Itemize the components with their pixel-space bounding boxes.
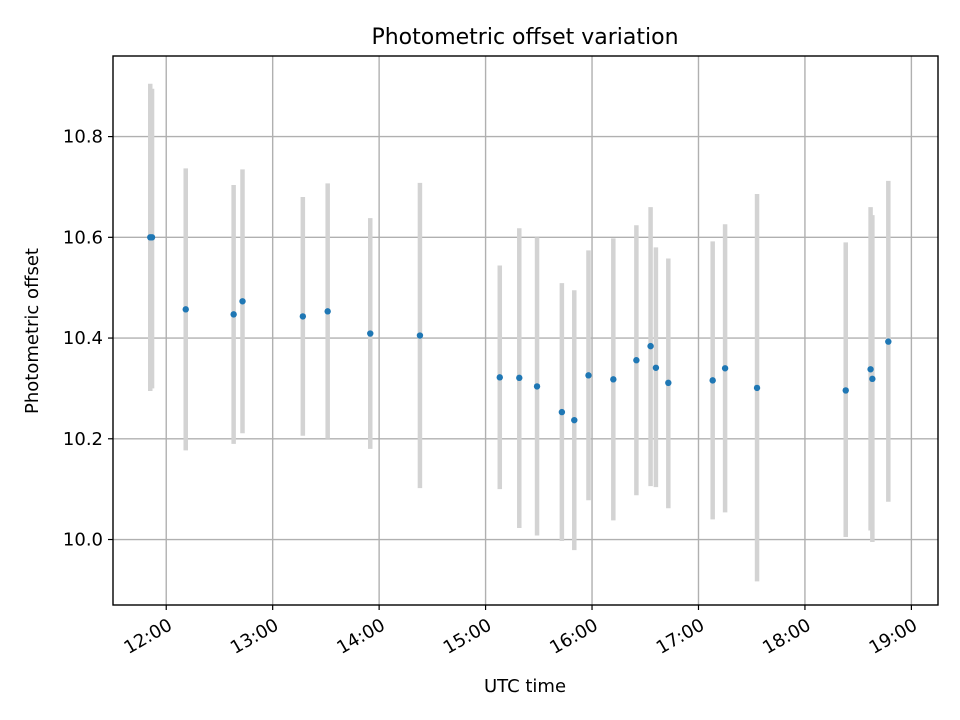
data-point [647,342,654,350]
data-point [558,408,566,416]
data-point [842,387,849,394]
data-point [324,308,331,315]
y-tick-label: 10.0 [63,530,103,551]
y-tick-label: 10.2 [63,429,103,450]
x-axis-label: UTC time [484,676,566,697]
data-point [230,311,237,318]
data-point [516,374,523,382]
data-point [367,330,374,337]
data-point [885,338,892,345]
data-point [753,384,761,392]
data-point [533,383,541,390]
data-point [571,416,578,424]
chart-title: Photometric offset variation [371,25,678,50]
plot-frame [112,55,939,606]
y-tick-label: 10.8 [63,127,103,148]
y-tick-label: 10.4 [63,328,103,349]
data-point [610,376,617,383]
y-tick-label: 10.6 [63,227,103,248]
data-point [709,377,716,384]
data-point [585,372,592,379]
data-point [299,313,307,320]
data-point [416,332,424,339]
data-point [665,379,672,387]
data-point [239,298,246,305]
y-axis-label: Photometric offset [22,248,43,414]
data-point [148,234,156,241]
data-point [867,366,874,373]
data-point [721,365,729,372]
grid [113,56,938,605]
data-point [652,364,660,371]
data-point [182,306,189,313]
data-point [633,357,640,364]
data-points [147,234,892,424]
data-point [869,375,876,383]
data-point [496,374,503,381]
